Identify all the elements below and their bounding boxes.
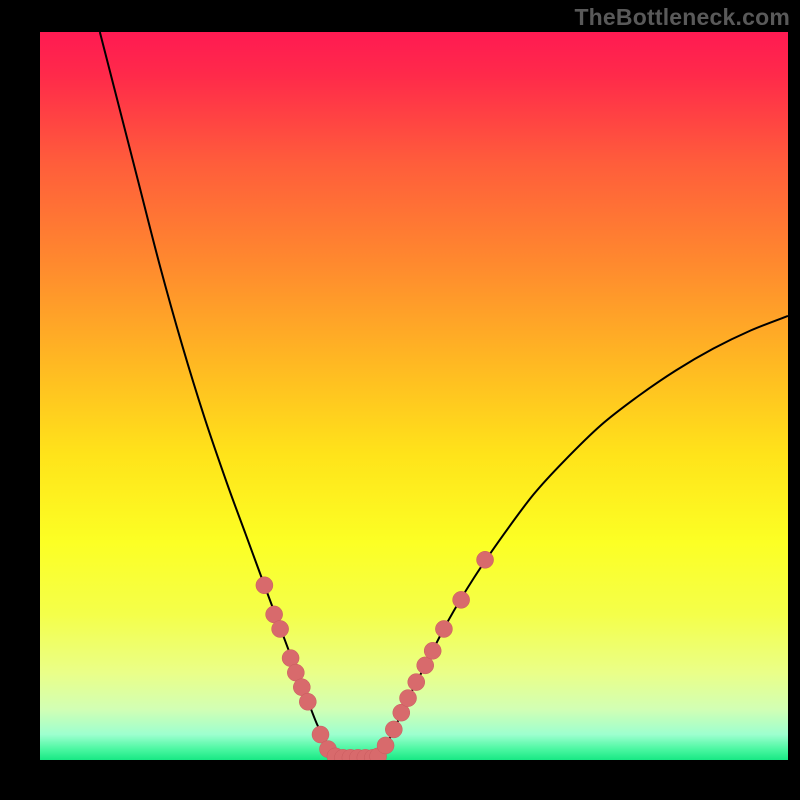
bottleneck-chart-svg xyxy=(0,0,800,800)
data-marker xyxy=(385,721,402,738)
gradient-plot-background xyxy=(40,32,788,760)
data-marker xyxy=(435,620,452,637)
data-marker xyxy=(408,674,425,691)
watermark-text: TheBottleneck.com xyxy=(574,4,790,31)
data-marker xyxy=(400,690,417,707)
data-marker xyxy=(424,642,441,659)
data-marker xyxy=(477,551,494,568)
chart-frame: TheBottleneck.com xyxy=(0,0,800,800)
data-marker xyxy=(256,577,273,594)
data-marker xyxy=(299,693,316,710)
data-marker xyxy=(453,591,470,608)
data-marker xyxy=(377,737,394,754)
data-marker xyxy=(272,620,289,637)
